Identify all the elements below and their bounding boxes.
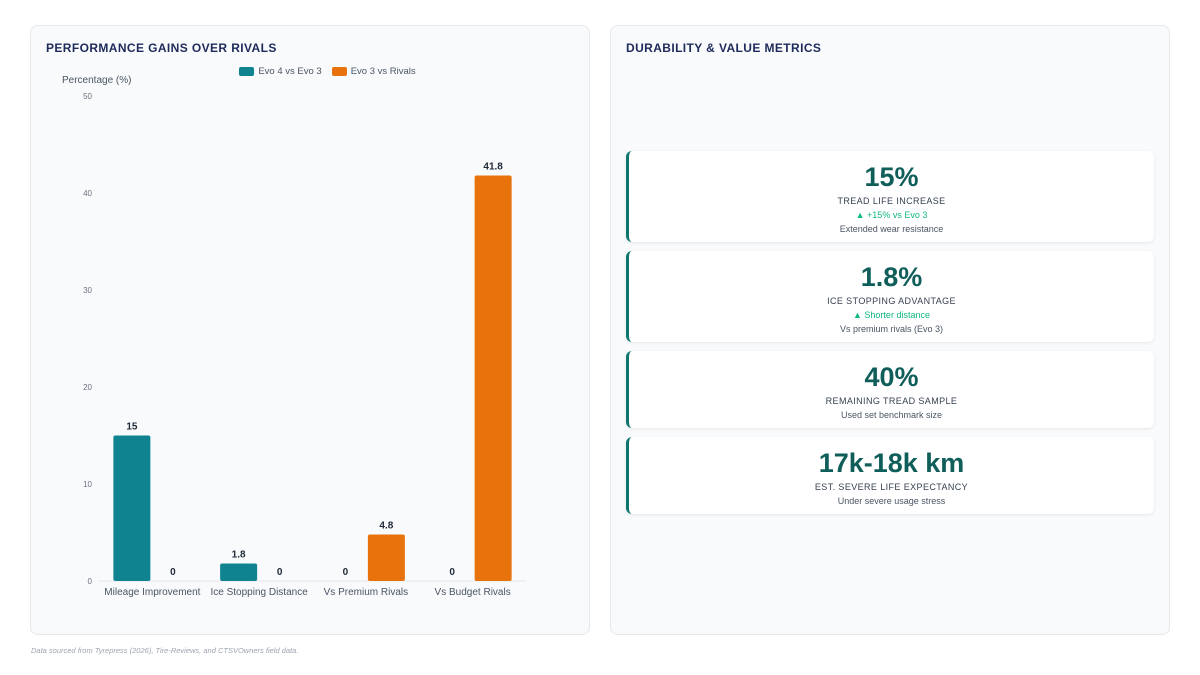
legend-item-evo3: Evo 3 vs Rivals [331, 66, 416, 77]
metric-subtext: Vs premium rivals (Evo 3) [839, 324, 944, 334]
x-tick-label: Ice Stopping Distance [210, 587, 308, 598]
metric-value: 15% [864, 162, 919, 192]
metrics-title: DURABILITY & VALUE METRICS [626, 41, 822, 55]
metric-subtext: Under severe usage stress [837, 496, 946, 506]
data-label: 0 [343, 567, 349, 578]
legend-swatch-evo4 [239, 67, 255, 76]
legend-label-evo3: Evo 3 vs Rivals [350, 66, 416, 77]
metric-card-remaining-tread: 40% REMAINING TREAD SAMPLE Used set benc… [626, 351, 1154, 428]
legend-item-evo4: Evo 4 vs Evo 3 [239, 66, 322, 77]
data-label: 15 [126, 422, 138, 433]
chart-title: PERFORMANCE GAINS OVER RIVALS [46, 41, 277, 55]
metric-card-life-expectancy: 17k-18k km EST. SEVERE LIFE EXPECTANCY U… [626, 437, 1154, 514]
y-tick-label: 40 [83, 189, 92, 198]
metric-card-tread-life: 15% TREAD LIFE INCREASE ▲ +15% vs Evo 3 … [626, 151, 1154, 242]
data-label: 0 [449, 567, 455, 578]
metric-card-ice-stopping: 1.8% ICE STOPPING ADVANTAGE ▲ Shorter di… [626, 251, 1154, 342]
metric-delta: ▲ Shorter distance [853, 310, 930, 320]
legend-label-evo4: Evo 4 vs Evo 3 [258, 66, 322, 77]
metric-value: 1.8% [860, 262, 923, 292]
y-tick-label: 20 [83, 383, 92, 392]
performance-panel: PERFORMANCE GAINS OVER RIVALS Evo 4 vs E… [30, 25, 590, 635]
data-label: 1.8 [232, 550, 246, 561]
y-tick-label: 0 [88, 577, 93, 586]
bar-evo3 [367, 534, 405, 581]
bar-evo3 [474, 175, 512, 582]
metric-label: ICE STOPPING ADVANTAGE [827, 296, 956, 306]
metric-label: REMAINING TREAD SAMPLE [825, 396, 958, 406]
legend-swatch-evo3 [331, 67, 347, 76]
data-label: 0 [277, 567, 283, 578]
y-axis-label: Percentage (%) [62, 75, 132, 86]
x-tick-label: Vs Budget Rivals [435, 587, 511, 598]
metric-subtext: Extended wear resistance [839, 224, 944, 234]
metric-delta: ▲ +15% vs Evo 3 [855, 210, 928, 220]
bar-evo4 [220, 563, 258, 581]
metric-label: TREAD LIFE INCREASE [837, 196, 946, 206]
x-tick-label: Vs Premium Rivals [324, 587, 408, 598]
bar-chart: 0 10 20 30 40 50 15 0 Mileage Improvement 1.8 0 Ice… [83, 92, 526, 598]
data-label: 0 [170, 567, 176, 578]
metrics-panel: DURABILITY & VALUE METRICS 15% TREAD LIF… [610, 25, 1170, 635]
bar-evo4 [113, 435, 151, 581]
metric-cards: 15% TREAD LIFE INCREASE ▲ +15% vs Evo 3 … [626, 151, 1154, 523]
data-label: 41.8 [483, 162, 503, 173]
metric-value: 17k-18k km [818, 448, 965, 478]
chart-legend: Evo 4 vs Evo 3 Evo 3 vs Rivals [31, 66, 589, 77]
y-tick-label: 50 [83, 92, 92, 101]
metric-subtext: Used set benchmark size [840, 410, 943, 420]
metric-value: 40% [864, 362, 919, 392]
x-tick-label: Mileage Improvement [104, 587, 200, 598]
metric-label: EST. SEVERE LIFE EXPECTANCY [814, 482, 969, 492]
data-label: 4.8 [379, 520, 393, 531]
y-tick-label: 10 [83, 480, 92, 489]
source-footnote: Data sourced from Tyrepress (2026), Tire… [31, 646, 299, 655]
y-tick-label: 30 [83, 286, 92, 295]
